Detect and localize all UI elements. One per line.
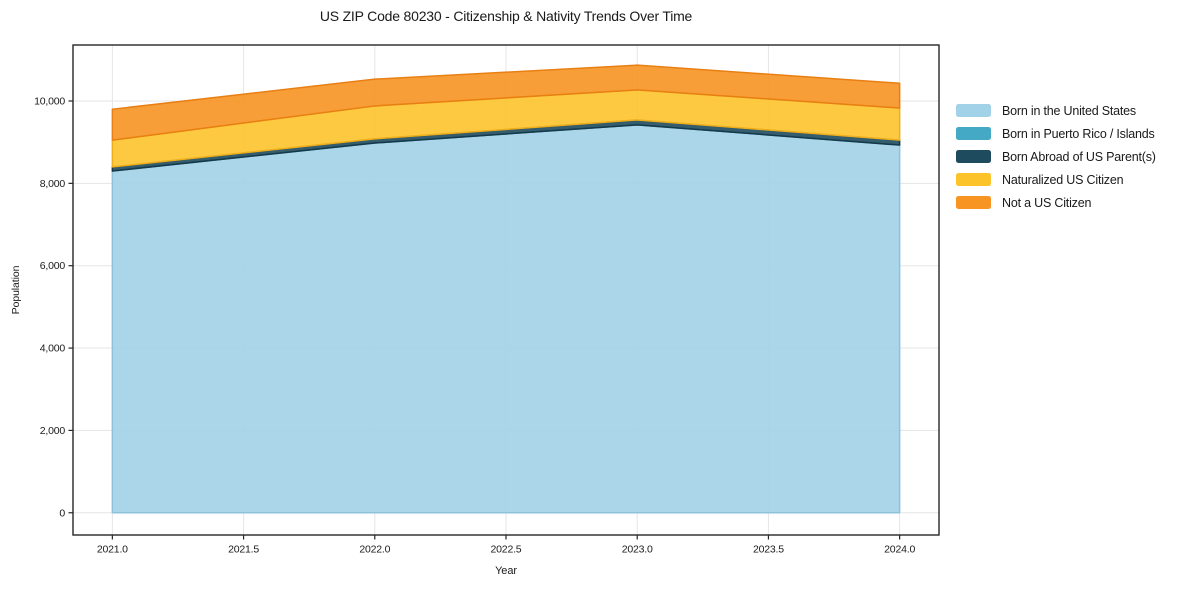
x-tick-label: 2023.5 [753, 544, 784, 556]
legend-label: Not a US Citizen [1002, 195, 1092, 210]
legend-item: Born in the United States [956, 99, 1186, 122]
legend: Born in the United States Born in Puerto … [956, 99, 1186, 214]
area-series-0 [111, 124, 901, 514]
legend-swatch [956, 127, 991, 140]
x-tick-label: 2022.5 [491, 544, 522, 556]
y-tick-label: 2,000 [40, 425, 66, 437]
y-axis-label: Population [10, 265, 22, 315]
y-tick-label: 8,000 [40, 178, 66, 190]
legend-item: Naturalized US Citizen [956, 168, 1186, 191]
x-tick-label: 2023.0 [622, 544, 653, 556]
legend-label: Born Abroad of US Parent(s) [1002, 149, 1156, 164]
legend-swatch [956, 150, 991, 163]
legend-item: Born Abroad of US Parent(s) [956, 145, 1186, 168]
legend-swatch [956, 104, 991, 117]
chart-title: US ZIP Code 80230 - Citizenship & Nativi… [319, 8, 693, 24]
x-tick-label: 2021.5 [228, 544, 259, 556]
x-axis-label: Year [495, 565, 517, 577]
y-tick-label: 4,000 [40, 343, 66, 355]
legend-swatch [956, 173, 991, 186]
legend-item: Born in Puerto Rico / Islands [956, 122, 1186, 145]
y-tick-label: 0 [59, 507, 65, 519]
x-tick-label: 2022.0 [359, 544, 390, 556]
legend-swatch [956, 196, 991, 209]
legend-item: Not a US Citizen [956, 191, 1186, 214]
y-tick-label: 6,000 [40, 260, 66, 272]
legend-label: Naturalized US Citizen [1002, 172, 1124, 187]
area-series-4 [111, 64, 901, 141]
legend-label: Born in Puerto Rico / Islands [1002, 126, 1155, 141]
x-tick-label: 2024.0 [884, 544, 915, 556]
y-tick-label: 10,000 [34, 96, 65, 108]
x-tick-label: 2021.0 [97, 544, 128, 556]
legend-label: Born in the United States [1002, 103, 1136, 118]
